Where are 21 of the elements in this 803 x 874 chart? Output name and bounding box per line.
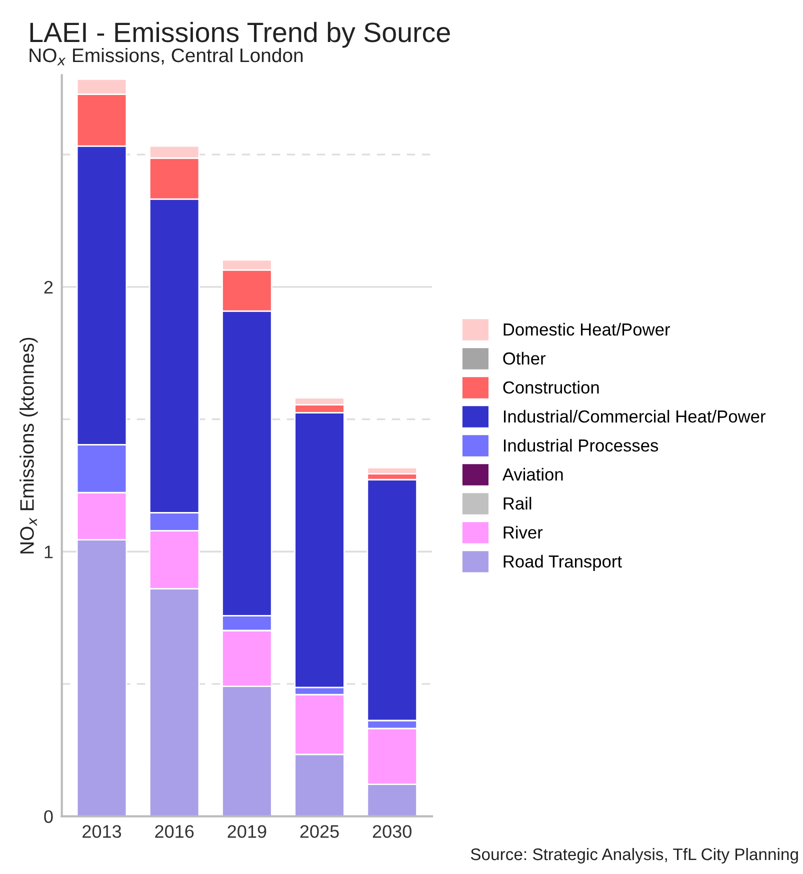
y-tick-label: 0 [44,810,53,824]
source-note: Source: Strategic Analysis, TfL City Planning [470,848,798,864]
x-tick-label: 2016 [155,825,194,838]
legend-label: Rail [504,496,532,510]
x-tick-label: 2013 [82,825,122,838]
x-tick-label: 2019 [228,825,266,838]
x-tick-label: 2030 [372,825,412,838]
legend-label: Road Transport [504,554,622,572]
chart-subtitle: NO$_{x}$ Emissions, Central London [30,48,303,66]
y-axis-title: NO$_{x}$ Emissions (ktonnes) [20,338,38,554]
x-tick-label: 2025 [300,825,339,838]
legend-label: Domestic Heat/Power [504,322,670,336]
legend-label: Industrial/Commercial Heat/Power [504,410,766,423]
chart-title: LAEI - Emissions Trend by Source [30,22,450,48]
legend-label: Other [503,352,546,365]
legend-label: River [504,526,543,539]
legend-label: Aviation [502,468,563,481]
y-tick-label: 1 [44,546,53,558]
y-tick-label: 2 [44,280,53,294]
legend-label: Construction [503,380,599,394]
legend-label: Industrial Processes [504,438,658,452]
